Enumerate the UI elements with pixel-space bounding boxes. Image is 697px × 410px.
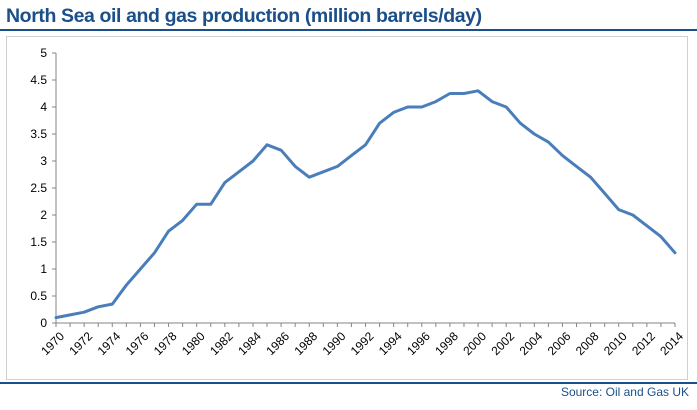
title-divider [0,29,697,31]
x-tick-label: 1984 [235,329,264,358]
x-tick-label: 1986 [263,329,292,358]
x-tick-label: 2014 [657,329,686,358]
x-tick-label: 1978 [151,329,180,358]
chart-title: North Sea oil and gas production (millio… [6,5,482,27]
x-tick-label: 2012 [629,329,658,358]
chart-frame [6,36,688,380]
y-tick-label: 4 [40,100,47,114]
x-tick-label: 1990 [320,329,349,358]
x-tick-label: 1994 [376,329,405,358]
x-tick-label: 1992 [348,329,377,358]
x-axis-ticks: 1970 1972 1974 1976 1978 1980 1982 1984 1986 1988… [38,323,686,358]
y-tick-label: 4.5 [30,73,47,87]
y-tick-label: 1 [40,262,47,276]
y-tick-label: 3.5 [30,127,47,141]
footer-divider [0,382,697,384]
x-tick-label: 2010 [601,329,630,358]
y-tick-label: 3 [40,154,47,168]
y-axis-ticks: 0 0.5 1 1.5 2 2.5 3 3.5 4 4.5 5 [30,46,56,330]
x-tick-label: 2006 [545,329,574,358]
y-tick-label: 0 [40,316,47,330]
x-tick-label: 2004 [517,329,546,358]
x-tick-label: 1970 [38,329,67,358]
y-tick-label: 2.5 [30,181,47,195]
series-line [54,89,677,320]
source-note: Source: Oil and Gas UK [560,385,689,399]
x-tick-label: 1988 [292,329,321,358]
x-tick-label: 1982 [207,329,236,358]
x-tick-label: 1996 [404,329,433,358]
x-tick-label: 1974 [95,329,124,358]
x-tick-label: 2002 [488,329,517,358]
x-tick-label: 1972 [66,329,95,358]
x-tick-label: 1980 [179,329,208,358]
y-tick-label: 2 [40,208,47,222]
x-tick-label: 1976 [123,329,152,358]
y-tick-label: 5 [40,46,47,60]
x-tick-label: 1998 [432,329,461,358]
y-tick-label: 0.5 [30,289,47,303]
x-tick-label: 2008 [573,329,602,358]
x-tick-label: 2000 [460,329,489,358]
y-tick-label: 1.5 [30,235,47,249]
